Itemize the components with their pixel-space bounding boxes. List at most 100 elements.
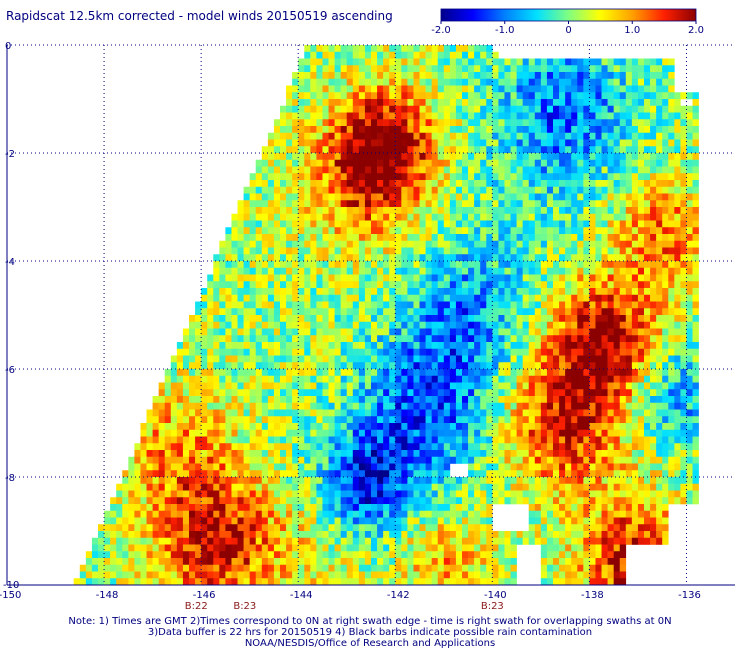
heatmap-cell [692, 450, 699, 458]
heatmap-cell [176, 443, 184, 451]
heatmap-cell [395, 186, 402, 194]
heatmap-cell [322, 416, 329, 424]
heatmap-cell [480, 240, 487, 248]
heatmap-cell [474, 328, 481, 336]
heatmap-cell [431, 294, 439, 302]
heatmap-cell [607, 65, 614, 73]
heatmap-cell [510, 355, 517, 363]
heatmap-cell [480, 301, 487, 309]
heatmap-cell [644, 423, 651, 431]
heatmap-cell [401, 72, 408, 80]
heatmap-cell [140, 463, 147, 471]
heatmap-cell [468, 78, 475, 86]
heatmap-cell [577, 58, 584, 66]
heatmap-cell [534, 369, 542, 377]
heatmap-cell [631, 382, 639, 390]
heatmap-cell [286, 220, 293, 228]
heatmap-cell [498, 193, 505, 201]
heatmap-cell [364, 78, 372, 86]
heatmap-cell [261, 207, 269, 215]
heatmap-cell [650, 301, 657, 309]
heatmap-cell [395, 294, 402, 302]
heatmap-cell [401, 207, 408, 215]
heatmap-cell [589, 389, 596, 397]
heatmap-cell [559, 456, 566, 464]
heatmap-cell [595, 159, 602, 167]
heatmap-cell [304, 396, 311, 404]
heatmap-cell [407, 348, 414, 356]
heatmap-cell [540, 355, 548, 363]
heatmap-cell [243, 213, 250, 221]
heatmap-cell [340, 456, 348, 464]
heatmap-cell [364, 180, 372, 188]
heatmap-cell [231, 389, 238, 397]
heatmap-cell [637, 112, 645, 120]
heatmap-cell [686, 274, 693, 282]
heatmap-cell [225, 443, 232, 451]
heatmap-cell [613, 267, 621, 275]
heatmap-cell [644, 173, 651, 181]
heatmap-cell [310, 92, 317, 100]
heatmap-cell [425, 355, 432, 363]
heatmap-cell [280, 119, 287, 127]
heatmap-cell [389, 186, 396, 194]
heatmap-cell [565, 240, 572, 248]
heatmap-cell [589, 227, 596, 235]
heatmap-cell [559, 321, 566, 329]
heatmap-cell [607, 99, 614, 107]
heatmap-cell [328, 119, 335, 127]
heatmap-cell [656, 369, 663, 377]
heatmap-cell [510, 456, 517, 464]
heatmap-cell [650, 139, 657, 147]
heatmap-cell [528, 213, 536, 221]
heatmap-cell [346, 315, 354, 323]
heatmap-cell [273, 254, 281, 262]
heatmap-cell [680, 261, 687, 269]
heatmap-cell [273, 159, 281, 167]
heatmap-cell [437, 146, 445, 154]
heatmap-cell [462, 450, 469, 458]
heatmap-cell [565, 105, 572, 113]
heatmap-cell [298, 220, 305, 228]
heatmap-cell [498, 416, 505, 424]
heatmap-cell [534, 315, 542, 323]
heatmap-cell [328, 308, 335, 316]
heatmap-cell [486, 234, 493, 242]
heatmap-cell [425, 58, 432, 66]
heatmap-cell [273, 470, 281, 478]
heatmap-cell [559, 355, 566, 363]
heatmap-cell [280, 274, 287, 282]
heatmap-cell [577, 200, 584, 208]
heatmap-cell [389, 159, 396, 167]
heatmap-cell [377, 193, 384, 201]
heatmap-cell [401, 65, 408, 73]
heatmap-cell [322, 234, 329, 242]
heatmap-cell [401, 220, 408, 228]
heatmap-cell [595, 409, 602, 417]
heatmap-cell [680, 409, 687, 417]
heatmap-cell [668, 315, 675, 323]
heatmap-cell [516, 234, 523, 242]
heatmap-cell [328, 443, 335, 451]
heatmap-cell [650, 369, 657, 377]
heatmap-cell [322, 146, 329, 154]
heatmap-cell [237, 456, 244, 464]
heatmap-cell [371, 362, 378, 370]
heatmap-cell [504, 207, 511, 215]
heatmap-cell [292, 159, 299, 167]
heatmap-cell [298, 308, 305, 316]
heatmap-cell [474, 72, 481, 80]
heatmap-cell [304, 402, 311, 410]
heatmap-cell [680, 348, 687, 356]
heatmap-cell [170, 396, 178, 404]
heatmap-cell [619, 342, 627, 350]
heatmap-cell [425, 281, 432, 289]
heatmap-cell [340, 193, 348, 201]
heatmap-cell [273, 186, 281, 194]
heatmap-cell [455, 389, 463, 397]
heatmap-cell [571, 436, 578, 444]
heatmap-cell [553, 85, 560, 93]
heatmap-cell [619, 328, 627, 336]
heatmap-cell [364, 355, 372, 363]
heatmap-cell [255, 362, 263, 370]
